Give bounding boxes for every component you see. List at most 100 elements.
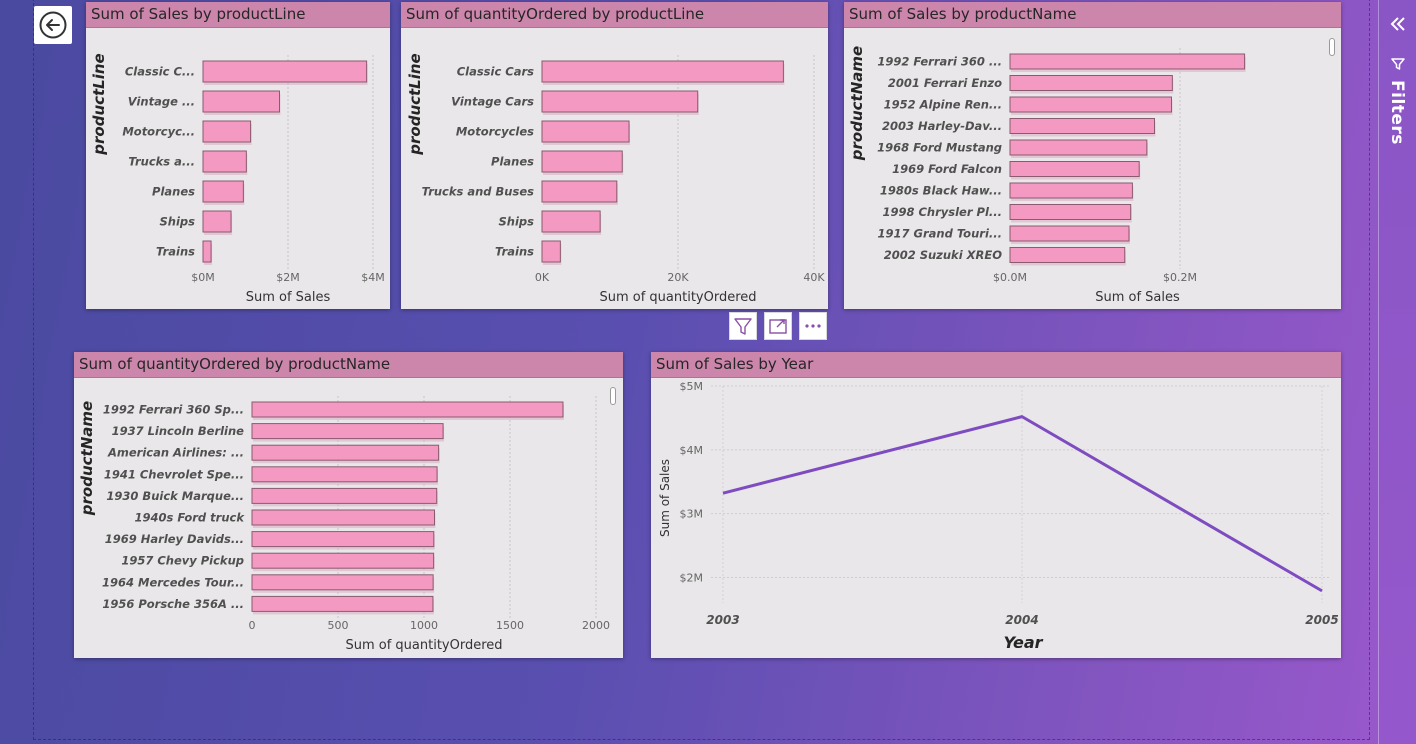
bar	[1009, 75, 1173, 91]
y-axis-title: productLine	[406, 53, 424, 155]
bar	[251, 509, 435, 526]
bar	[251, 574, 434, 591]
category-label: Planes	[491, 155, 534, 169]
visual-quantity-by-productline[interactable]: Sum of quantityOrdered by productLine Cl…	[401, 2, 828, 309]
bar	[1009, 96, 1172, 113]
scrollbar-thumb[interactable]	[610, 387, 616, 405]
bar	[202, 180, 244, 203]
category-label: Ships	[160, 215, 196, 229]
x-axis-title: Sum of quantityOrdered	[345, 638, 502, 653]
category-label: Motorcycles	[456, 125, 534, 139]
category-label: 1964 Mercedes Tour...	[102, 575, 244, 589]
category-label: Vintage ...	[128, 95, 195, 109]
bar	[1009, 118, 1155, 134]
bar-chart-area: 1992 Ferrari 360 ... 2001 Ferrari Enzo 195…	[848, 46, 1246, 305]
bar	[541, 210, 601, 233]
focus-mode-icon	[769, 319, 787, 334]
category-label: 1956 Porsche 356A ...	[102, 597, 244, 611]
scrollbar-thumb[interactable]	[1329, 38, 1335, 56]
category-label: 2001 Ferrari Enzo	[888, 76, 1002, 90]
visual-title: Sum of Sales by productName	[844, 2, 1341, 28]
back-arrow-icon	[39, 11, 67, 39]
category-label: Trucks and Buses	[422, 185, 535, 199]
x-axis-title: Sum of quantityOrdered	[599, 290, 756, 305]
tick-label: $4M	[680, 444, 704, 457]
category-label: 1940s Ford truck	[135, 511, 246, 525]
category-label: 1941 Chevrolet Spe...	[104, 467, 244, 481]
category-label: 1957 Chevy Pickup	[121, 554, 244, 568]
tick-label: $3M	[680, 508, 704, 521]
tick-label: $2M	[680, 571, 704, 584]
visual-title: Sum of quantityOrdered by productName	[74, 352, 623, 378]
bar	[541, 90, 699, 113]
bar	[251, 401, 564, 418]
category-label: Ships	[499, 215, 535, 229]
category-label: 1930 Buick Marque...	[106, 489, 244, 503]
filter-button[interactable]	[729, 312, 757, 340]
tick-label: 0	[249, 619, 256, 632]
category-label: 1969 Harley Davids...	[105, 532, 244, 546]
focus-mode-button[interactable]	[764, 312, 792, 340]
bar-chart-area: 1992 Ferrari 360 Sp... 1937 Lincoln Berli…	[78, 396, 610, 653]
bar	[1009, 204, 1132, 220]
tick-label: 2000	[582, 619, 610, 632]
bar	[541, 60, 784, 83]
category-label: Motorcyc...	[122, 125, 195, 139]
visual-sales-by-productname[interactable]: Sum of Sales by productName 1992 Ferrari…	[844, 2, 1341, 309]
visual-sales-by-productline[interactable]: Sum of Sales by productLine Classic C...…	[86, 2, 390, 309]
category-label: 1937 Lincoln Berline	[112, 424, 245, 438]
category-label: 1917 Grand Touri...	[878, 227, 1002, 241]
bar-chart-area: Classic Cars Vintage Cars Motorcycles Plane…	[406, 53, 825, 305]
more-options-icon	[805, 324, 821, 328]
category-label: 1980s Black Haw...	[880, 184, 1002, 198]
visual-title: Sum of Sales by productLine	[86, 2, 390, 28]
bar	[251, 595, 434, 612]
category-label: 1969 Ford Falcon	[892, 162, 1002, 176]
bar	[251, 531, 435, 548]
tick-label: $0M	[191, 271, 215, 284]
tick-label: 40K	[803, 271, 825, 284]
tick-label: 500	[328, 619, 349, 632]
visual-quantity-by-productname[interactable]: Sum of quantityOrdered by productName 19…	[74, 352, 623, 658]
bar	[1009, 53, 1246, 70]
category-label: Trucks a...	[128, 155, 195, 169]
y-axis-title: productName	[78, 401, 96, 516]
bar	[251, 466, 438, 483]
category-label: 1968 Ford Mustang	[877, 141, 1002, 155]
y-axis-title: Sum of Sales	[658, 459, 672, 537]
visual-title: Sum of quantityOrdered by productLine	[401, 2, 828, 28]
bar	[1009, 182, 1133, 199]
more-options-button[interactable]	[799, 312, 827, 340]
tick-label: $5M	[680, 380, 704, 393]
filter-icon	[734, 318, 752, 335]
filters-label: Filters	[1387, 80, 1407, 145]
category-label: Classic C...	[125, 65, 195, 79]
category-label: Trains	[495, 245, 534, 259]
category-label: 1992 Ferrari 360 ...	[877, 55, 1002, 69]
category-label: 2003 Harley-Dav...	[882, 119, 1002, 133]
bar	[541, 240, 561, 263]
y-axis-title: productLine	[90, 53, 108, 155]
bar	[202, 90, 280, 113]
bar	[202, 210, 232, 233]
bar	[202, 60, 368, 83]
bar	[1009, 161, 1140, 177]
visual-title: Sum of Sales by Year	[651, 352, 1341, 378]
category-label: Trains	[156, 245, 195, 259]
tick-label: 1000	[410, 619, 438, 632]
tick-label: 0K	[535, 271, 550, 284]
tick-label: $0.0M	[993, 271, 1027, 284]
tick-label: 20K	[667, 271, 689, 284]
bar	[251, 552, 435, 569]
filters-pane[interactable]: Filters	[1378, 0, 1416, 744]
double-chevron-left-icon[interactable]	[1388, 14, 1408, 34]
back-button[interactable]	[34, 6, 72, 44]
visual-sales-by-year[interactable]: Sum of Sales by Year $2M $3M $4M $5M 2003 200…	[651, 352, 1341, 658]
bar	[541, 180, 618, 203]
bar	[202, 120, 252, 143]
bar	[541, 150, 623, 173]
bar	[1009, 139, 1148, 156]
tick-label: $4M	[361, 271, 385, 284]
category-label: American Airlines: ...	[107, 446, 244, 460]
category-label: 2002 Suzuki XREO	[884, 248, 1003, 262]
